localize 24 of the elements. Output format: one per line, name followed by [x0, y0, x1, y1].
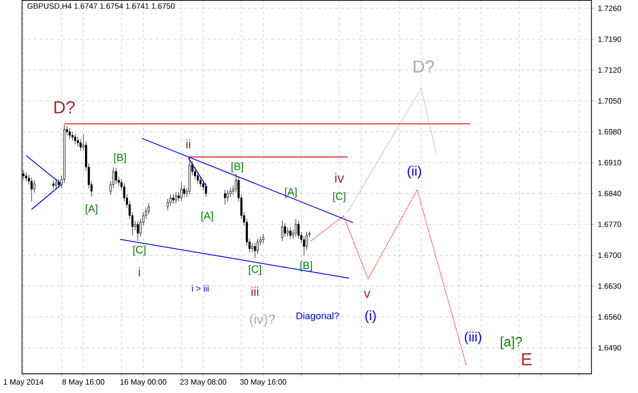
annotation: ii	[186, 139, 190, 148]
annotation: [C]	[333, 192, 346, 202]
annotation: D?	[54, 100, 75, 114]
annotation: D?	[414, 60, 434, 72]
annotation: [C]	[133, 246, 146, 256]
annotation: [a]?	[500, 336, 522, 350]
annotation: Diagonal?	[296, 312, 339, 322]
annotation: [C]	[248, 264, 261, 275]
annotation: (iv)?	[250, 314, 275, 327]
annotation: i > iii	[192, 285, 209, 292]
annotation: [A]	[285, 188, 297, 198]
annotation: [B]	[114, 153, 126, 164]
annotation: (ii)	[408, 166, 422, 178]
annotation: [A]	[201, 212, 213, 222]
annotation: [B]	[300, 261, 312, 272]
annotation: (iii)	[464, 332, 482, 344]
annotation: E	[522, 353, 532, 366]
annotation: (i)	[365, 310, 376, 323]
annotation: v	[364, 290, 370, 298]
annotation: iii	[252, 286, 258, 296]
annotation: [A]	[86, 204, 98, 214]
annotation: iv	[335, 172, 344, 183]
annotation: [B]	[232, 162, 244, 172]
annotation: i	[138, 267, 140, 276]
